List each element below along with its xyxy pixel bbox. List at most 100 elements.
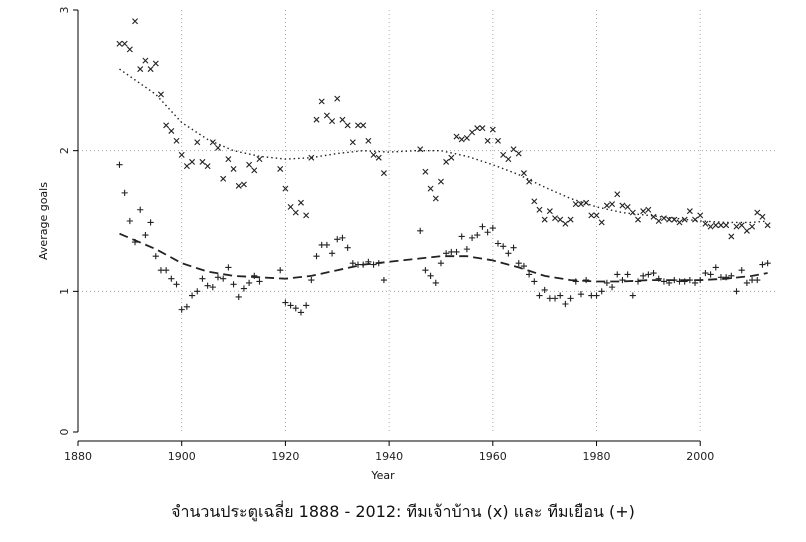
away-point-plus (676, 278, 683, 285)
home-point-x (629, 209, 636, 216)
away-point-plus (344, 244, 351, 251)
home-point-x (256, 156, 263, 163)
away-point-plus (733, 288, 740, 295)
away-point-plus (375, 260, 382, 267)
home-point-x (650, 213, 657, 220)
away-point-plus (282, 299, 289, 306)
home-point-x (168, 127, 175, 134)
away-point-plus (380, 276, 388, 284)
home-point-x (178, 151, 185, 158)
home-point-x (495, 137, 501, 144)
away-point-plus (764, 260, 771, 267)
axes (73, 9, 701, 446)
home-point-x (370, 151, 377, 158)
away-point-plus (681, 278, 688, 285)
away-point-plus (235, 293, 242, 301)
home-point-x (448, 154, 455, 161)
home-point-x (432, 195, 439, 202)
away-point-plus (354, 261, 362, 268)
away-point-plus (437, 260, 445, 267)
away-point-plus (707, 271, 714, 278)
away-point-plus (583, 276, 590, 284)
home-point-x (235, 182, 242, 189)
away-point-plus (137, 206, 144, 213)
away-point-plus (126, 217, 133, 225)
y-tick-label: 2 (58, 147, 71, 154)
away-point-plus (142, 231, 149, 239)
home-point-x (546, 208, 553, 215)
away-point-plus (577, 291, 585, 298)
away-point-plus (157, 267, 165, 274)
away-trend-line (119, 232, 768, 283)
away-point-plus (188, 292, 196, 299)
home-point-x (588, 212, 595, 219)
home-point-x (489, 126, 496, 133)
away-point-plus (588, 292, 595, 299)
home-point-x (541, 216, 548, 223)
y-tick-label: 0 (58, 429, 71, 436)
home-point-x (562, 220, 569, 227)
home-point-x (334, 95, 341, 102)
away-point-plus (303, 302, 310, 309)
away-point-plus (593, 292, 600, 299)
away-point-plus (131, 239, 139, 246)
away-point-plus (489, 224, 496, 232)
away-point-plus (230, 281, 237, 288)
home-point-x (251, 167, 258, 174)
home-trend-line (119, 68, 768, 224)
away-point-plus (246, 279, 253, 286)
home-point-x (204, 163, 211, 170)
away-point-plus (370, 261, 377, 268)
away-point-plus (608, 284, 616, 291)
x-axis-label: Year (370, 469, 395, 482)
home-point-x (681, 216, 688, 223)
away-point-plus (494, 240, 502, 247)
home-point-x (220, 175, 227, 182)
home-point-x (365, 137, 372, 144)
home-point-x (417, 146, 424, 153)
home-point-x (240, 181, 247, 188)
tick-labels: 1880 1900 1920 1940 1960 1980 2000 0 1 2 3 (58, 7, 714, 464)
away-point-plus (702, 269, 709, 277)
home-point-x (137, 66, 144, 73)
home-point-x (479, 125, 486, 132)
home-point-x (635, 216, 641, 223)
home-point-x (614, 191, 621, 198)
home-point-x (344, 122, 351, 129)
away-point-plus (567, 295, 574, 302)
away-point-plus (287, 302, 294, 309)
home-point-x (749, 223, 756, 230)
home-point-x (484, 137, 491, 144)
home-point-x (463, 135, 470, 141)
x-tick-label: 1940 (375, 450, 403, 463)
away-point-plus (624, 271, 631, 278)
home-point-x (660, 215, 667, 222)
away-point-plus (562, 300, 569, 308)
home-point-x (427, 185, 434, 192)
home-point-x (282, 185, 289, 192)
away-point-plus (691, 279, 699, 286)
away-point-plus (645, 271, 652, 278)
home-point-x (764, 222, 771, 229)
away-point-plus (614, 271, 621, 278)
home-point-x (209, 139, 216, 146)
away-point-plus (204, 282, 211, 289)
home-point-x (246, 161, 253, 168)
home-point-x (152, 60, 159, 67)
home-point-x (323, 112, 330, 119)
away-point-plus (697, 276, 704, 284)
x-tick-label: 2000 (686, 450, 714, 463)
home-point-x (163, 122, 170, 129)
home-point-x (303, 212, 310, 219)
away-point-plus (334, 236, 341, 243)
home-point-x (759, 213, 766, 220)
away-point-plus (183, 303, 190, 310)
home-point-x (624, 203, 631, 210)
home-point-x (572, 201, 579, 208)
away-point-plus (468, 234, 476, 241)
away-point-plus (748, 276, 756, 284)
home-point-x (230, 165, 237, 172)
home-point-x (640, 208, 647, 215)
home-point-x (552, 215, 559, 222)
home-point-x (194, 139, 201, 146)
